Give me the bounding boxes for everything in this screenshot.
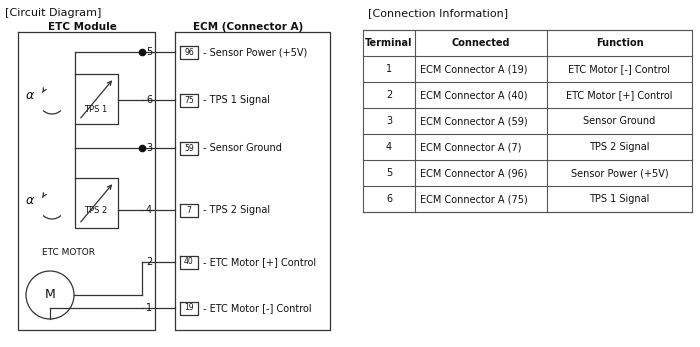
Text: ETC Module: ETC Module: [48, 22, 116, 32]
Text: - TPS 1 Signal: - TPS 1 Signal: [203, 95, 270, 105]
Text: ETC Motor [+] Control: ETC Motor [+] Control: [566, 90, 673, 100]
Text: 2: 2: [146, 257, 153, 267]
Text: - ETC Motor [-] Control: - ETC Motor [-] Control: [203, 303, 312, 313]
Text: Function: Function: [596, 38, 643, 48]
Text: 40: 40: [184, 257, 194, 266]
Text: 5: 5: [146, 47, 153, 57]
Text: ETC MOTOR: ETC MOTOR: [41, 248, 94, 257]
Text: $\alpha$: $\alpha$: [25, 88, 35, 102]
Text: 1: 1: [386, 64, 392, 74]
Text: $\alpha$: $\alpha$: [25, 194, 35, 206]
Text: TPS 1: TPS 1: [85, 104, 108, 113]
Text: 19: 19: [184, 304, 194, 313]
Text: M: M: [45, 288, 55, 302]
Text: - Sensor Ground: - Sensor Ground: [203, 143, 282, 153]
Text: [Circuit Diagram]: [Circuit Diagram]: [5, 8, 102, 18]
Text: 59: 59: [184, 144, 194, 152]
Text: ECM Connector A (40): ECM Connector A (40): [420, 90, 528, 100]
Text: [Connection Information]: [Connection Information]: [368, 8, 508, 18]
Text: 3: 3: [146, 143, 152, 153]
Text: ECM (Connector A): ECM (Connector A): [193, 22, 303, 32]
Text: - ETC Motor [+] Control: - ETC Motor [+] Control: [203, 257, 316, 267]
Text: TPS 1 Signal: TPS 1 Signal: [589, 194, 650, 204]
Text: 75: 75: [184, 95, 194, 104]
Text: Connected: Connected: [452, 38, 510, 48]
Text: - TPS 2 Signal: - TPS 2 Signal: [203, 205, 270, 215]
Text: - Sensor Power (+5V): - Sensor Power (+5V): [203, 47, 307, 57]
Text: 5: 5: [386, 168, 392, 178]
Text: ECM Connector A (7): ECM Connector A (7): [420, 142, 522, 152]
Text: TPS 2 Signal: TPS 2 Signal: [589, 142, 650, 152]
Text: ECM Connector A (75): ECM Connector A (75): [420, 194, 528, 204]
Text: 4: 4: [146, 205, 152, 215]
Text: ECM Connector A (19): ECM Connector A (19): [420, 64, 528, 74]
Text: 6: 6: [386, 194, 392, 204]
Text: Terminal: Terminal: [365, 38, 413, 48]
Text: TPS 2: TPS 2: [85, 205, 108, 214]
Text: ETC Motor [-] Control: ETC Motor [-] Control: [568, 64, 671, 74]
Text: Sensor Ground: Sensor Ground: [583, 116, 656, 126]
Text: ECM Connector A (96): ECM Connector A (96): [420, 168, 528, 178]
Text: 6: 6: [146, 95, 152, 105]
Text: 7: 7: [187, 205, 191, 214]
Text: 1: 1: [146, 303, 152, 313]
Text: 96: 96: [184, 48, 194, 57]
Text: Sensor Power (+5V): Sensor Power (+5V): [570, 168, 668, 178]
Text: 4: 4: [386, 142, 392, 152]
Text: ECM Connector A (59): ECM Connector A (59): [420, 116, 528, 126]
Text: 3: 3: [386, 116, 392, 126]
Text: 2: 2: [386, 90, 392, 100]
